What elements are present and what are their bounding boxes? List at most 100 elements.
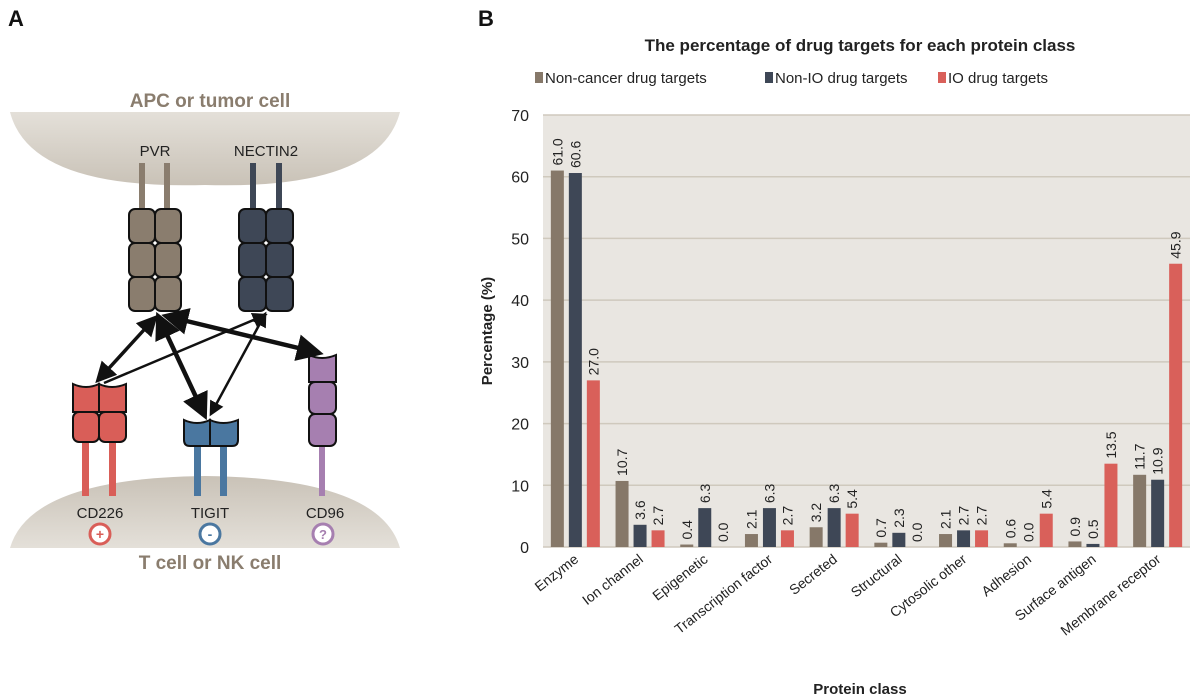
cd226-label: CD226	[77, 505, 124, 522]
bar	[1133, 474, 1147, 547]
y-tick-label: 60	[511, 170, 529, 187]
nectin2-protein	[238, 163, 294, 312]
pathway-diagram: APC or tumor cell T cell or NK cell PVR …	[10, 91, 400, 574]
x-tick-label: Structural	[848, 551, 905, 600]
panel-b-label: B	[478, 6, 494, 31]
x-tick-label: Enzyme	[531, 551, 581, 595]
x-tick-label: Ion channel	[579, 551, 646, 608]
legend-label: Non-cancer drug targets	[545, 70, 707, 87]
data-label: 2.7	[974, 506, 990, 526]
y-tick-label: 70	[511, 108, 529, 125]
bar	[827, 508, 841, 547]
legend-swatch	[535, 72, 543, 83]
data-label: 13.5	[1103, 431, 1119, 458]
bar	[780, 530, 794, 547]
svg-text:-: -	[208, 526, 213, 542]
data-label: 0.0	[909, 522, 925, 542]
data-label: 0.0	[1020, 522, 1036, 542]
legend-swatch	[938, 72, 946, 83]
panel-a-label: A	[8, 6, 24, 31]
legend-swatch	[765, 72, 773, 83]
data-label: 3.6	[632, 500, 648, 520]
bar	[809, 527, 823, 547]
data-label: 0.7	[873, 518, 889, 538]
bottom-cell-label: T cell or NK cell	[139, 553, 282, 574]
bar	[1039, 513, 1053, 547]
y-tick-label: 10	[511, 478, 529, 495]
bar	[957, 530, 971, 547]
top-cell-label: APC or tumor cell	[130, 91, 290, 112]
y-tick-label: 0	[520, 540, 529, 557]
legend-label: Non-IO drug targets	[775, 70, 908, 87]
data-label: 0.4	[679, 520, 695, 540]
data-label: 6.3	[697, 483, 713, 503]
x-tick-label: Secreted	[786, 551, 840, 598]
pvr-label: PVR	[140, 143, 171, 160]
data-label: 0.0	[715, 522, 731, 542]
pvr-protein	[128, 163, 182, 312]
tigit-label: TIGIT	[191, 505, 229, 522]
data-label: 61.0	[549, 138, 565, 165]
data-label: 5.4	[844, 489, 860, 509]
y-tick-label: 20	[511, 417, 529, 434]
data-label: 10.9	[1150, 447, 1166, 474]
bar	[568, 173, 582, 548]
bar	[744, 534, 758, 547]
bar-chart: The percentage of drug targets for each …	[479, 36, 1190, 698]
data-label: 0.6	[1002, 519, 1018, 539]
bar	[762, 508, 776, 547]
data-label: 27.0	[585, 348, 601, 375]
bar	[892, 532, 906, 547]
y-axis-label: Percentage (%)	[479, 277, 496, 385]
bar	[615, 480, 629, 547]
data-label: 2.7	[956, 506, 972, 526]
bar	[1169, 263, 1183, 547]
bar	[1086, 543, 1100, 547]
x-axis-label: Protein class	[813, 681, 906, 698]
data-label: 0.5	[1085, 519, 1101, 539]
y-tick-label: 30	[511, 355, 529, 372]
data-label: 6.3	[761, 483, 777, 503]
data-label: 2.7	[779, 506, 795, 526]
data-label: 2.3	[891, 508, 907, 528]
bar	[845, 513, 859, 547]
tigit-protein	[183, 418, 239, 496]
inhibitory-icon: -	[198, 522, 222, 546]
bar	[698, 508, 712, 547]
data-label: 5.4	[1038, 489, 1054, 509]
data-label: 6.3	[826, 483, 842, 503]
bar	[550, 170, 564, 548]
bar	[939, 534, 953, 547]
top-cell-membrane	[10, 112, 400, 186]
x-tick-label: Adhesion	[978, 551, 1034, 600]
legend-label: IO drug targets	[948, 70, 1048, 87]
bar	[1104, 463, 1118, 547]
bar	[1068, 541, 1082, 547]
data-label: 2.7	[650, 506, 666, 526]
svg-text:?: ?	[319, 527, 327, 542]
bar	[651, 530, 665, 547]
data-label: 2.1	[938, 509, 954, 529]
cd96-label: CD96	[306, 505, 344, 522]
cd96-protein	[308, 353, 337, 496]
y-tick-label: 40	[511, 293, 529, 310]
activating-icon: +	[88, 522, 112, 546]
data-label: 60.6	[567, 141, 583, 168]
x-tick-label: Epigenetic	[649, 551, 710, 604]
y-tick-label: 50	[511, 231, 529, 248]
data-label: 3.2	[808, 503, 824, 523]
data-label: 2.1	[743, 509, 759, 529]
bar	[633, 524, 647, 547]
bar	[586, 380, 600, 547]
legend: Non-cancer drug targets Non-IO drug targe…	[535, 70, 1048, 87]
bar	[680, 544, 694, 547]
chart-title: The percentage of drug targets for each …	[645, 36, 1076, 55]
svg-text:+: +	[96, 526, 104, 542]
bar	[1003, 543, 1017, 547]
data-label: 10.7	[614, 449, 630, 476]
nectin2-label: NECTIN2	[234, 143, 298, 160]
data-label: 0.9	[1067, 517, 1083, 537]
data-label: 45.9	[1168, 231, 1184, 258]
plot-area	[543, 115, 1190, 547]
